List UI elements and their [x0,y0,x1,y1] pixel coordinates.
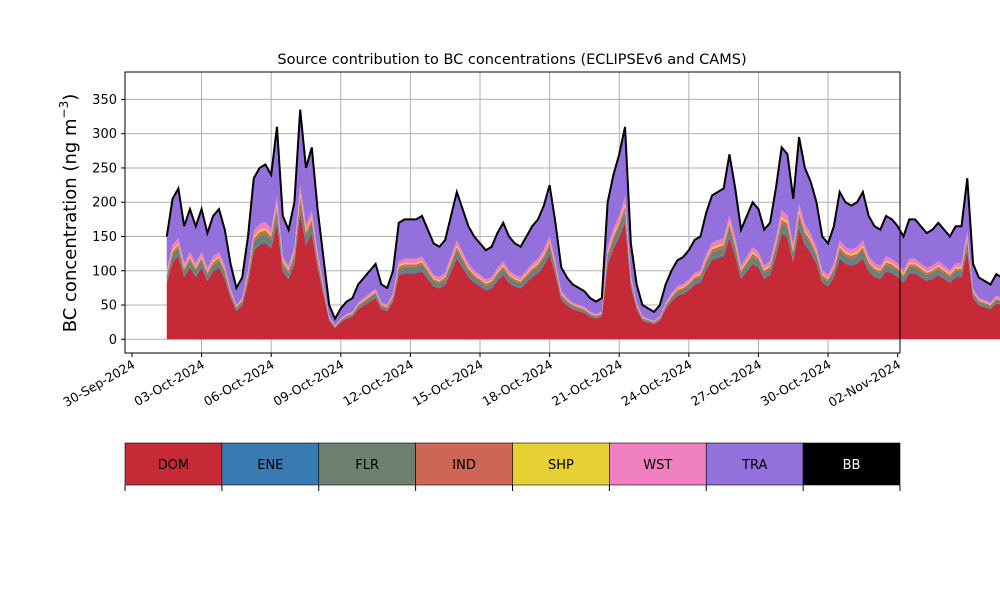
legend-label-tra: TRA [741,458,767,473]
x-tick-label: 15-Oct-2024 [410,357,486,409]
area-flr [166,200,1000,328]
y-tick-label: 0 [109,333,117,348]
line-bb-total [165,109,1000,321]
y-tick-label: 250 [92,161,117,176]
legend-swatch-bb [802,442,901,486]
legend-swatch-ene [221,442,320,486]
y-tick-label: 100 [92,264,117,279]
x-tick-label: 18-Oct-2024 [479,357,555,409]
y-axis-label: BC concentration (ng m−3) [57,94,81,333]
x-tick-label: 02-Nov-2024 [826,357,904,410]
area-wst [166,185,1000,327]
legend-label-ene: ENE [257,458,283,473]
y-axis-label-close: ) [60,94,81,101]
legend-label-shp: SHP [548,458,574,473]
plot-frame [124,71,901,354]
y-axis-ticks: 0 50 100 150 200 250 300 350 [92,93,125,348]
legend-swatch-ind [415,442,513,486]
area-tra [166,109,1000,326]
legend-label-bb: BB [843,458,861,473]
y-axis-label-main: BC concentration (ng m [60,118,81,332]
x-tick-label: 06-Oct-2024 [201,357,277,409]
legend-swatch-wst [609,442,707,486]
legend-swatch-dom [124,442,223,486]
legend-swatch-tra [705,442,804,486]
x-tick-label: 09-Oct-2024 [271,357,347,409]
legend-swatch-shp [512,442,610,486]
y-tick-label: 200 [92,196,117,211]
legend-swatch-flr [318,442,416,486]
y-axis-label-unit-exponent: −3 [57,101,71,119]
x-tick-label: 30-Sep-2024 [60,357,137,410]
chart-title: Source contribution to BC concentrations… [277,52,746,68]
y-tick-label: 50 [100,299,117,314]
y-tick-label: 150 [92,230,117,245]
stacked-areas [165,109,1000,340]
area-dom [166,213,1000,340]
axes [124,71,901,354]
legend-label-ind: IND [452,458,476,473]
x-tick-label: 30-Oct-2024 [758,357,834,409]
legend-label-dom: DOM [158,458,189,473]
y-tick-label: 300 [92,127,117,142]
x-tick-label: 24-Oct-2024 [619,357,695,409]
legend-label-flr: FLR [355,458,379,473]
legend-label-wst: WST [643,458,672,473]
x-tick-label: 12-Oct-2024 [340,357,416,409]
legend: DOM ENE FLR IND SHP WST TRA BB [124,442,901,491]
x-tick-label: 21-Oct-2024 [549,357,625,409]
y-tick-label: 350 [92,93,117,108]
x-axis-ticks: 30-Sep-202403-Oct-202406-Oct-202409-Oct-… [60,353,903,410]
x-tick-label: 27-Oct-2024 [688,357,764,409]
x-tick-label: 03-Oct-2024 [131,357,207,409]
